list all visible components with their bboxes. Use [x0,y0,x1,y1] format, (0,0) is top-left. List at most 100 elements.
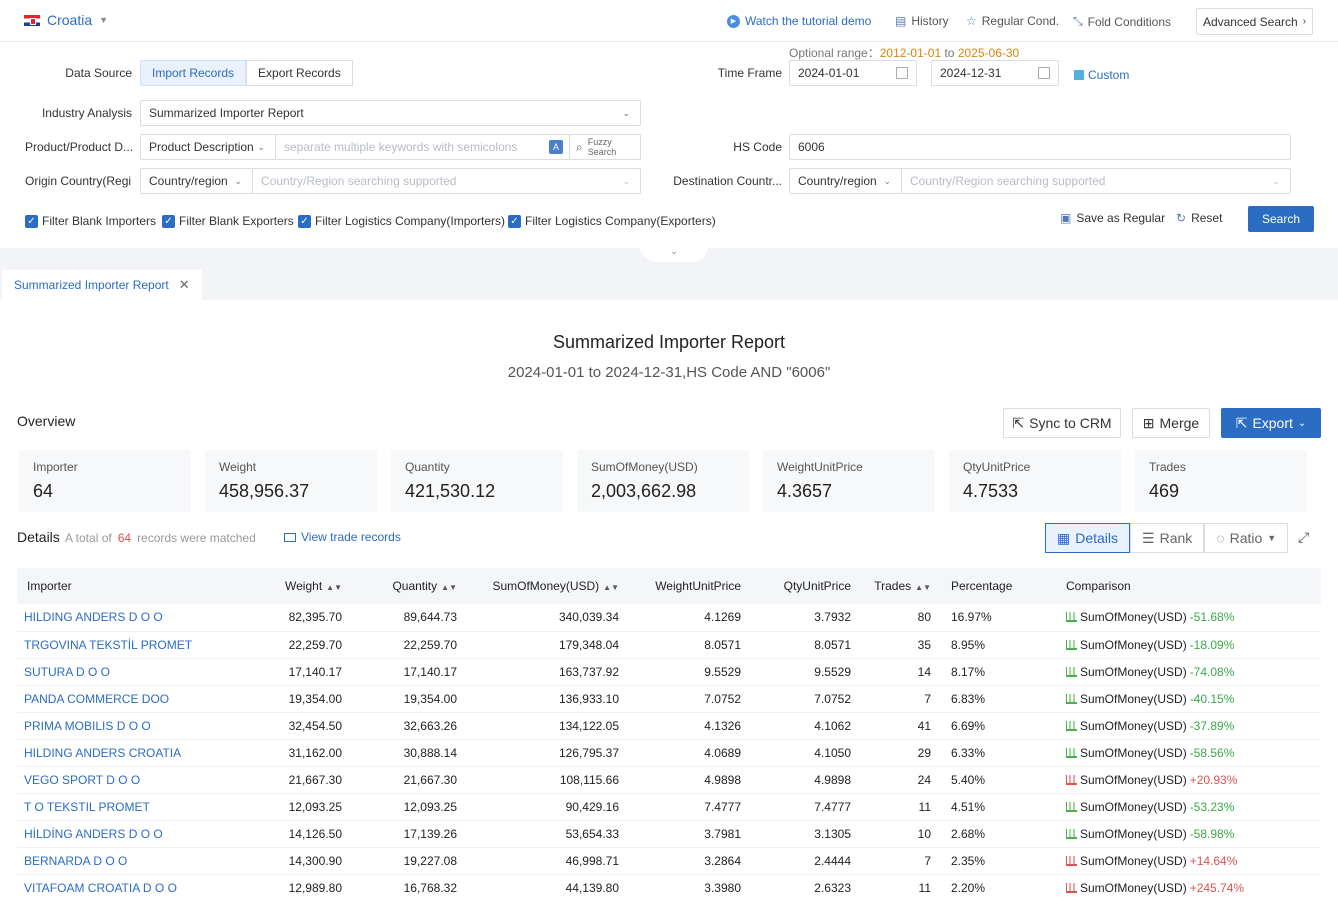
search-button[interactable]: Search [1248,206,1314,232]
tab-rank[interactable]: ☰ Rank [1130,523,1205,553]
tutorial-link[interactable]: ▶ Watch the tutorial demo [727,14,871,28]
export-button[interactable]: ⇱ Export ⌄ [1221,408,1321,438]
country-selector[interactable]: Croatia ▼ [24,12,108,28]
importer-cell[interactable]: VEGO SPORT D O O [17,766,252,794]
translate-icon[interactable]: A [549,140,563,154]
quantity-cell: 32,663.26 [352,712,467,740]
comparison-label: SumOfMoney(USD) [1080,853,1187,868]
header-trades[interactable]: Trades ▲▼ [861,568,941,604]
header-quantity[interactable]: Quantity ▲▼ [352,568,467,604]
weight-unit-price-cell: 7.4777 [629,793,751,821]
fold-conditions-link[interactable]: ⤡ Fold Conditions [1073,14,1171,29]
comparison-value: SumOfMoney(USD) -53.23% [1066,800,1311,814]
sort-icon[interactable]: ▲▼ [441,583,457,592]
sort-icon[interactable]: ▲▼ [915,583,931,592]
industry-select[interactable]: Summarized Importer Report ⌄ [140,100,641,126]
trades-cell: 7 [861,685,941,713]
filter-blank-exporters-checkbox[interactable]: ✓ Filter Blank Exporters [162,214,294,228]
search-icon: ⌕ [576,139,583,154]
tab-summarized-importer-report[interactable]: Summarized Importer Report ✕ [2,270,202,300]
history-link[interactable]: ▤ History [895,14,949,28]
view-trade-records-link[interactable]: View trade records [284,530,401,544]
importer-cell[interactable]: HILDING ANDERS D O O [17,604,252,632]
comparison-label: SumOfMoney(USD) [1080,718,1187,733]
origin-country-input[interactable]: Country/Region searching supported ⌄ [252,168,641,194]
stat-key: WeightUnitPrice [777,460,863,474]
save-regular-button[interactable]: ▣ Save as Regular [1060,211,1165,225]
importer-cell[interactable]: VITAFOAM CROATIA D O O [17,874,252,900]
tab-ratio[interactable]: ◌ Ratio ▼ [1204,523,1289,553]
hs-code-input[interactable]: 6006 [789,134,1291,160]
importer-cell[interactable]: HİLDİNG ANDERS D O O [17,820,252,848]
importer-cell[interactable]: TRGOVINA TEKSTİL PROMET [17,631,252,659]
header-weight[interactable]: Weight ▲▼ [252,568,352,604]
chevron-down-icon: ⌄ [622,176,630,186]
collapse-toggle[interactable]: ⌄ [640,246,708,262]
origin-type-select[interactable]: Country/region ⌄ [140,168,253,194]
sort-icon[interactable]: ▲▼ [326,583,342,592]
trades-cell: 24 [861,766,941,794]
records-icon [284,532,296,542]
comparison-change: -37.89% [1189,718,1235,733]
fold-icon: ⤡ [1073,14,1083,28]
filter-logistics-importers-checkbox[interactable]: ✓ Filter Logistics Company(Importers) [298,214,505,228]
comparison-label: SumOfMoney(USD) [1080,637,1187,652]
import-records-tab[interactable]: Import Records [140,60,247,86]
industry-label: Industry Analysis [41,106,132,120]
trend-down-chart-icon [1066,693,1077,704]
qty-unit-price-cell: 4.9898 [751,766,861,794]
stat-value: 64 [33,481,54,501]
trades-cell: 14 [861,658,941,686]
table-row: VEGO SPORT D O O 21,667.30 21,667.30 108,11… [17,766,1321,794]
weight-cell: 31,162.00 [252,739,352,767]
comparison-value: SumOfMoney(USD) -58.98% [1066,827,1311,841]
comparison-cell: SumOfMoney(USD) -37.89% [1056,712,1321,740]
reset-button[interactable]: ↻ Reset [1176,211,1222,225]
product-keyword-input[interactable]: separate multiple keywords with semicolo… [275,134,570,160]
product-type-select[interactable]: Product Description ⌄ [140,134,276,160]
importer-cell[interactable]: BERNARDA D O O [17,847,252,875]
dest-country-input[interactable]: Country/Region searching supported ⌄ [901,168,1291,194]
merge-icon: ⊞ [1142,414,1155,431]
importer-cell[interactable]: T O TEKSTIL PROMET [17,793,252,821]
dest-type-select[interactable]: Country/region ⌄ [789,168,902,194]
weight-unit-price-cell: 4.9898 [629,766,751,794]
sync-crm-button[interactable]: ⇱ Sync to CRM [1003,408,1121,438]
date-to-input[interactable]: 2024-12-31 [931,60,1059,86]
money-cell: 179,348.04 [467,631,629,659]
fullscreen-icon[interactable]: ⤢ [1298,529,1310,545]
merge-button[interactable]: ⊞ Merge [1132,408,1210,438]
comparison-value: SumOfMoney(USD) -58.56% [1066,746,1311,760]
comparison-cell: SumOfMoney(USD) +245.74% [1056,874,1321,900]
regular-conditions-link[interactable]: ☆ Regular Cond. [966,14,1059,28]
fuzzy-search-button[interactable]: ⌕ Fuzzy Search [569,134,641,160]
stat-trades: Trades 469 [1135,450,1307,512]
stat-key: Trades [1149,460,1186,474]
importer-cell[interactable]: PRIMA MOBILIS D O O [17,712,252,740]
advanced-label: Advanced Search [1202,14,1298,29]
importer-cell[interactable]: HILDING ANDERS CROATIA [17,739,252,767]
date-from-input[interactable]: 2024-01-01 [789,60,917,86]
filter-logistics-exporters-checkbox[interactable]: ✓ Filter Logistics Company(Exporters) [508,214,716,228]
importer-cell[interactable]: SUTURA D O O [17,658,252,686]
percentage-cell: 8.17% [941,658,1056,686]
comparison-change: +20.93% [1189,772,1238,787]
header-label: QtyUnitPrice [783,579,851,593]
importer-cell[interactable]: PANDA COMMERCE DOO [17,685,252,713]
export-records-tab[interactable]: Export Records [246,60,353,86]
header-label: Percentage [951,579,1013,593]
caret-down-icon: ▼ [1267,533,1277,543]
sort-icon[interactable]: ▲▼ [603,583,619,592]
tab-details[interactable]: ▦ Details [1045,523,1131,553]
filter-blank-importers-checkbox[interactable]: ✓ Filter Blank Importers [25,214,156,228]
custom-link[interactable]: Custom [1074,68,1129,82]
trades-cell: 11 [861,793,941,821]
advanced-search-button[interactable]: Advanced Search › [1196,8,1313,35]
close-icon[interactable]: ✕ [178,277,190,292]
tab-ratio-label: Ratio [1229,530,1263,546]
chevron-down-icon: ⌄ [670,246,678,256]
trend-down-chart-icon [1066,720,1077,731]
ratio-icon: ◌ [1216,530,1225,546]
trend-down-chart-icon [1066,639,1077,650]
header-sum-of-money[interactable]: SumOfMoney(USD) ▲▼ [467,568,629,604]
